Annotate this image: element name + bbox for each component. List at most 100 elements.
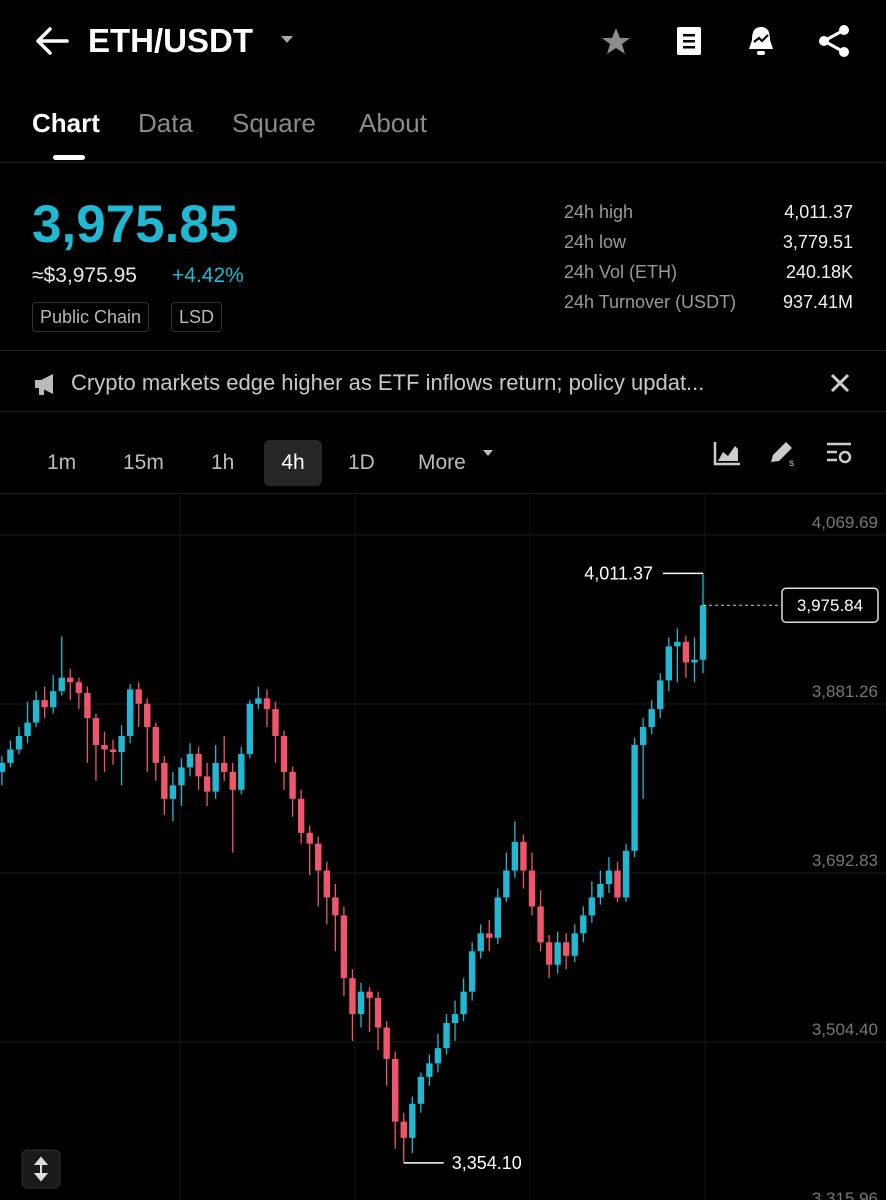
timeframe[interactable]: 1h [211,451,235,474]
tag[interactable]: Public Chain [32,302,150,332]
candle-body [24,722,31,737]
candle-body [135,689,142,704]
candle-body [434,1048,442,1064]
candle-body [657,680,664,710]
alert-icon[interactable] [745,24,777,58]
candle-body [486,933,493,938]
candle-body [682,641,690,663]
pair-title[interactable]: ETH/USDT [88,22,253,59]
candle-body [383,1027,390,1059]
draw-icon[interactable]: s [768,438,798,468]
y-tick-label: 3,881.26 [812,682,878,701]
candle-body [75,682,83,693]
svg-text:s: s [789,458,794,468]
timeframe[interactable]: 1D [348,451,375,474]
y-tick-label: 4,069.69 [812,513,878,532]
candle-body [648,709,655,728]
candle-body [417,1076,425,1104]
candle-body [460,991,467,1015]
stat-value: 240.18K [785,262,853,282]
candle-body [622,850,630,898]
tab[interactable]: Square [232,108,316,138]
candle-body [400,1121,407,1138]
timeframe[interactable]: 1m [47,451,77,474]
candle-body [92,718,100,745]
candle-body [212,762,219,792]
tag[interactable]: LSD [171,302,223,332]
timeframe[interactable]: 15m [123,451,164,474]
last-price-box [781,587,879,623]
tab[interactable]: Chart [32,108,100,138]
candle-body [340,915,348,979]
stat-label: 24h high [564,202,634,222]
candle-body [323,870,330,898]
stat-value: 937.41M [782,292,853,312]
candle-body [468,951,476,992]
candle-body [511,841,519,871]
news-ticker[interactable]: Crypto markets edge higher as ETF inflow… [71,370,705,395]
tab[interactable]: Data [138,108,193,138]
candle-body [246,703,254,754]
candle-body [545,942,553,965]
chart-type-icon[interactable] [713,440,741,466]
candle-body [203,776,211,792]
candle-body [0,762,6,772]
candle-body [392,1058,399,1122]
candle-body [272,709,279,737]
divider [0,162,886,163]
candle-body [528,870,536,907]
candle-body [451,1014,459,1024]
max-marker-label: 4,011.37 [584,563,653,583]
stat-label: 24h low [564,232,627,252]
candle-body [537,906,544,943]
stat-value: 3,779.51 [782,232,853,252]
indicator-icon[interactable] [825,440,855,468]
candle-body [494,897,501,938]
candle-body [289,771,296,799]
candle-body [306,832,313,844]
favorite-icon[interactable] [600,26,632,56]
candle-body [195,753,202,777]
candle-body [186,753,194,768]
candle-body [674,641,681,647]
candle-body [699,605,707,660]
candle-body [588,897,596,916]
candle-body [477,933,484,952]
candle-body [280,736,288,772]
candle-body [349,978,356,1015]
notes-icon[interactable] [674,24,704,58]
candle-body [597,884,604,898]
candle-body [691,659,698,663]
candle-body [126,689,134,737]
candle-body [84,692,91,719]
price-change: +4.42% [172,264,244,287]
divider [0,493,886,494]
candle-body [520,841,527,871]
timeframe[interactable]: More [418,451,466,474]
share-icon[interactable] [817,24,851,58]
candle-body [614,870,621,898]
close-news[interactable] [829,372,851,394]
candle-body [563,942,570,956]
candle-body [67,677,74,683]
candle-body [426,1063,433,1077]
pair-dropdown[interactable] [280,35,294,45]
candle-body [58,677,65,692]
stat-label: 24h Vol (ETH) [564,262,678,282]
y-tick-label: 3,504.40 [812,1020,878,1039]
timeframe[interactable]: 4h [264,440,322,486]
candle-body [221,762,228,772]
candle-body [238,753,245,790]
candle-body [297,798,305,833]
candle-body [571,933,578,956]
candle-body [7,749,14,763]
stat-label: 24h Turnover (USDT) [564,292,737,312]
back-button[interactable] [34,26,70,56]
candle-body [169,785,177,799]
candle-body [332,897,339,916]
candle-body [41,700,48,708]
scale-button[interactable] [21,1149,61,1189]
y-tick-label: 3,315.96 [812,1189,878,1200]
tab[interactable]: About [359,108,427,138]
